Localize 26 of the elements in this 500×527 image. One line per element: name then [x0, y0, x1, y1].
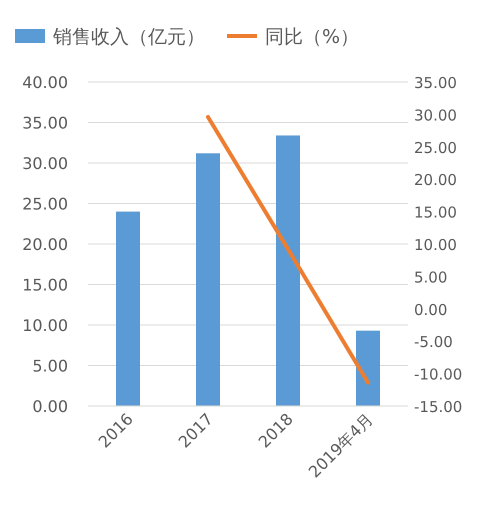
y-tick-label: 10.00 [22, 316, 68, 335]
y2-tick-label: 5.00 [414, 268, 448, 286]
y2-tick-label: 30.00 [414, 106, 457, 124]
y2-tick-label: -15.00 [414, 398, 462, 416]
y-tick-label: 30.00 [22, 154, 68, 173]
bar [356, 330, 380, 406]
y2-tick-label: 10.00 [414, 236, 457, 254]
bar [276, 135, 300, 406]
y-tick-label: 5.00 [32, 356, 68, 376]
y2-tick-label: -10.00 [414, 366, 462, 384]
legend-label: 销售收入（亿元） [52, 26, 205, 48]
legend-label: 同比（%） [265, 26, 360, 48]
y-tick-label: 40.00 [22, 73, 68, 92]
y-tick-label: 25.00 [22, 194, 68, 214]
bar [196, 153, 220, 406]
y-tick-label: 0.00 [32, 397, 68, 416]
y2-tick-label: 15.00 [414, 204, 457, 222]
y2-tick-label: 0.00 [414, 300, 448, 319]
y-tick-label: 20.00 [22, 235, 68, 254]
bar [116, 212, 140, 406]
y-tick-label: 15.00 [22, 276, 68, 294]
y2-tick-label: -5.00 [414, 333, 453, 352]
y2-tick-label: 25.00 [414, 138, 457, 157]
y-tick-label: 35.00 [22, 114, 68, 132]
y2-tick-label: 35.00 [414, 74, 457, 92]
y2-tick-label: 20.00 [414, 171, 457, 190]
